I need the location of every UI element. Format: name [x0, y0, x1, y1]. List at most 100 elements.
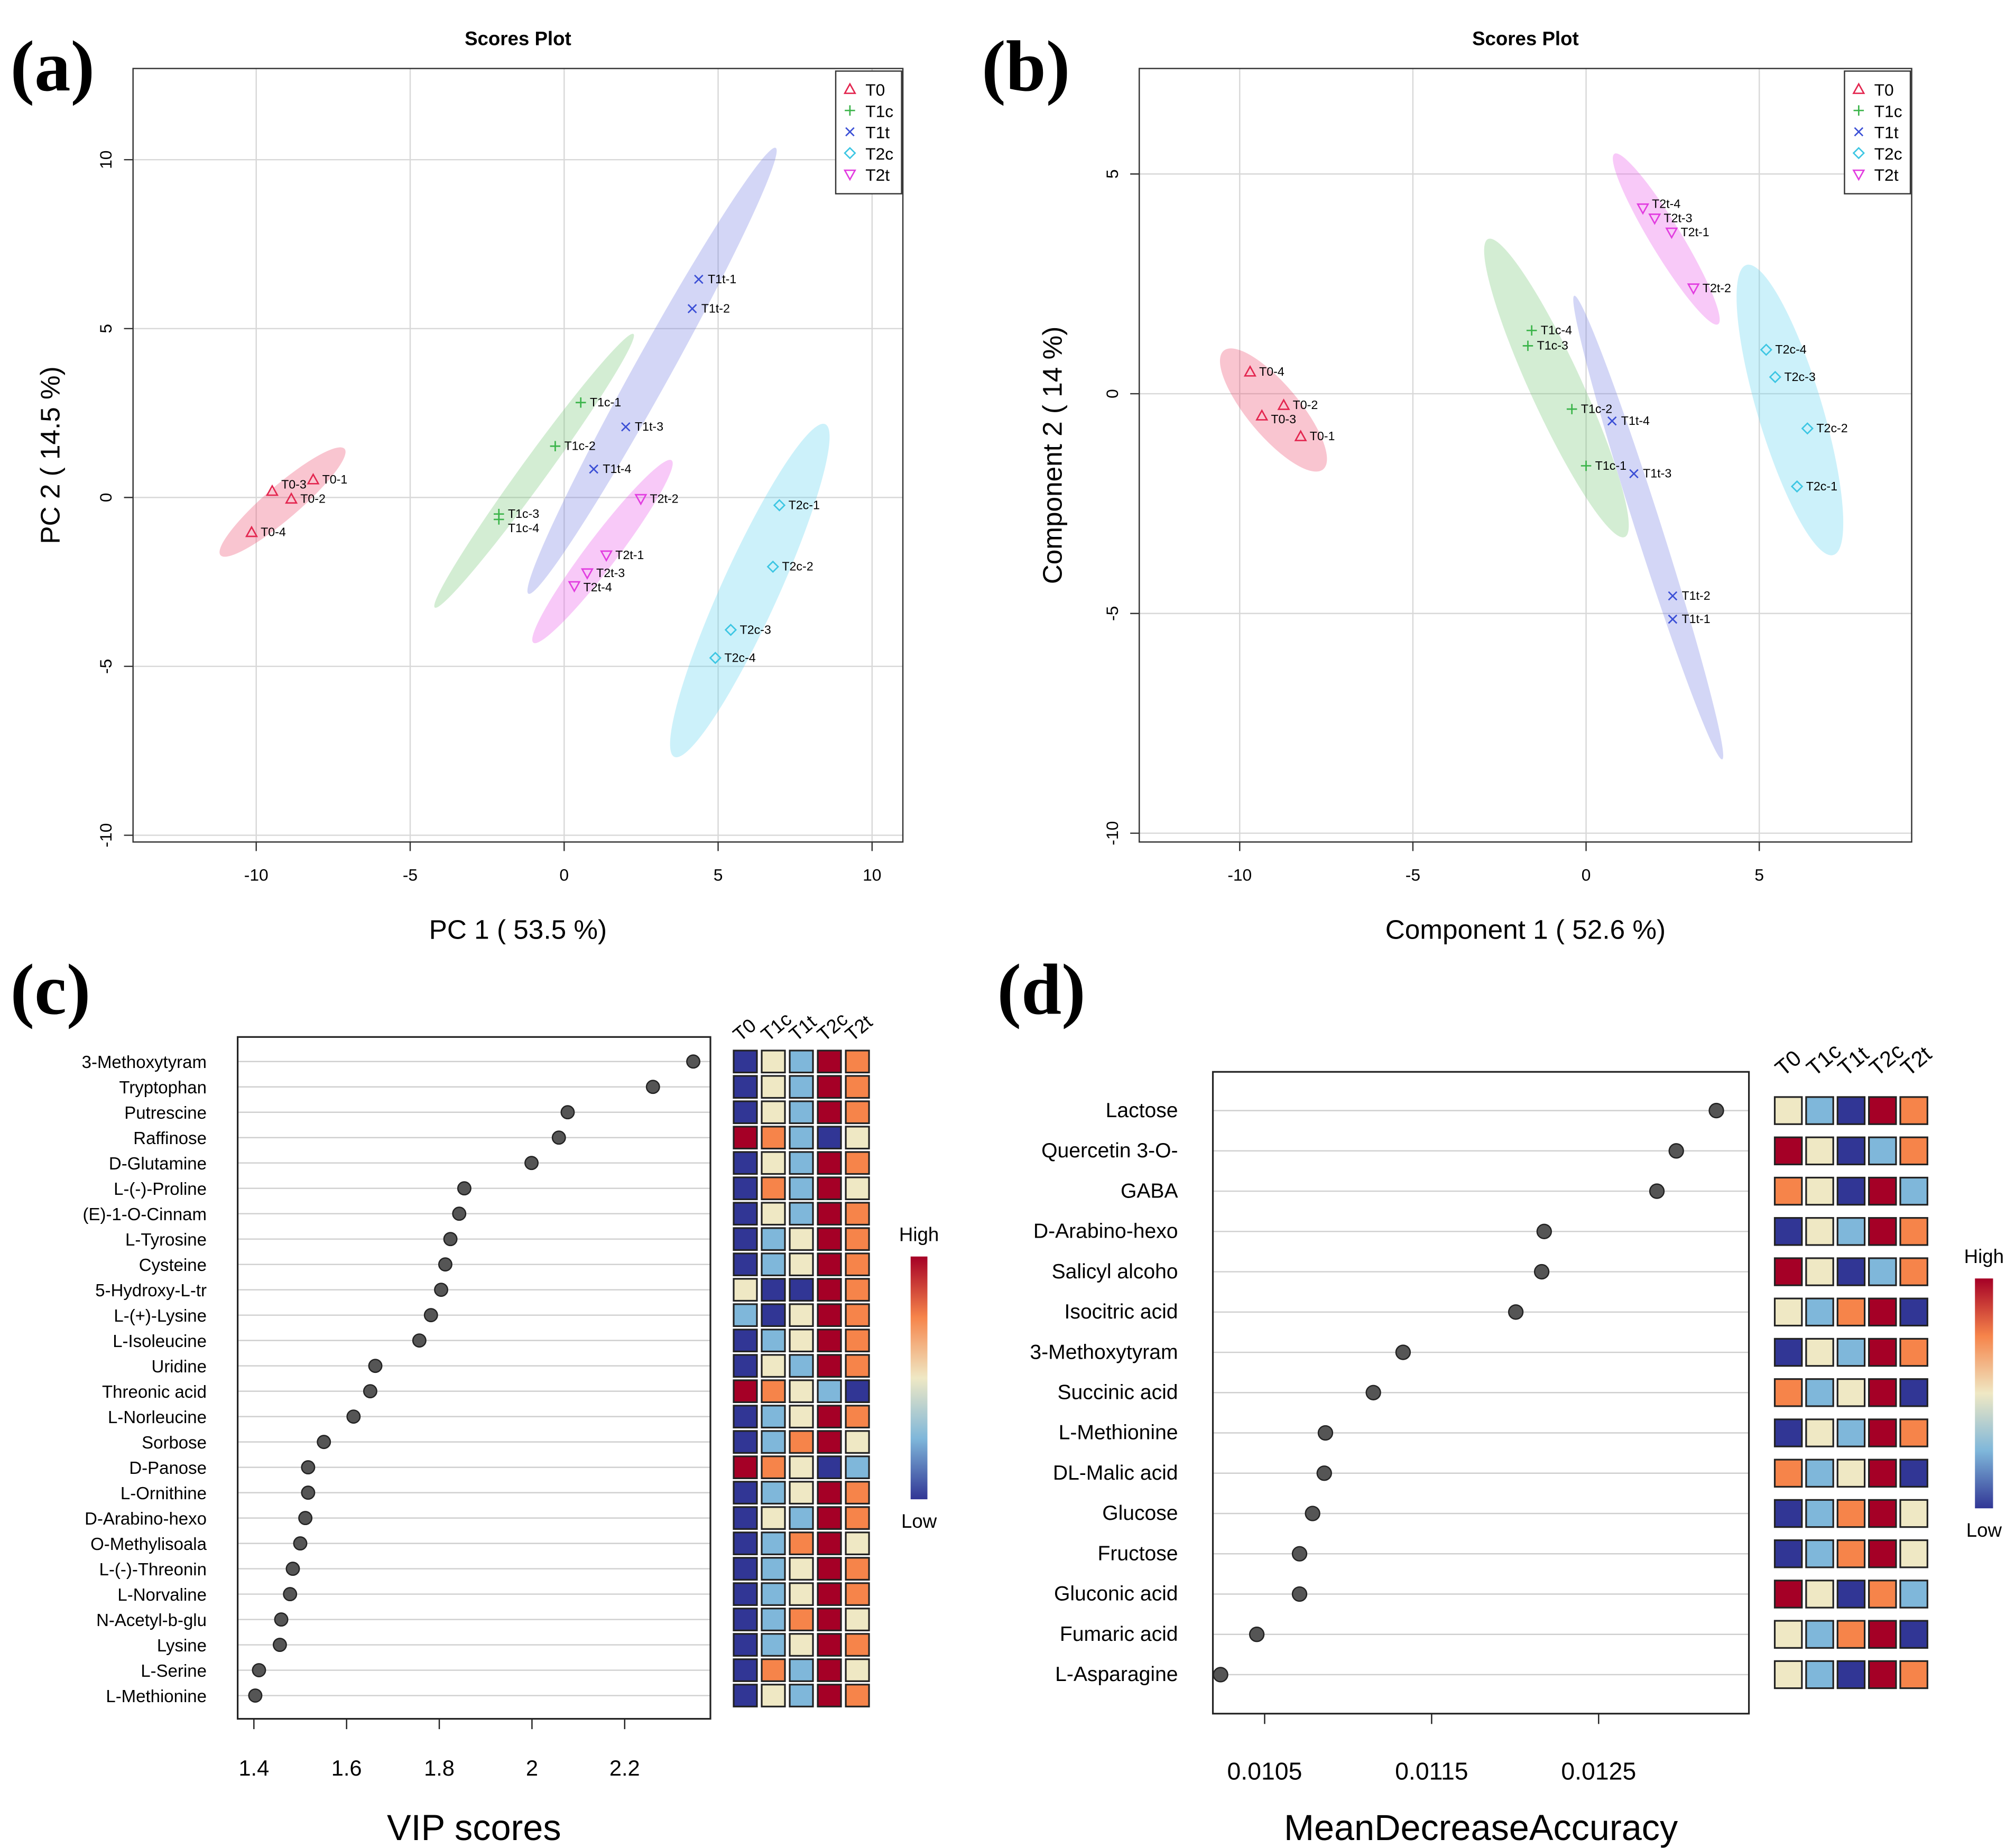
heatmap-cell	[1868, 1378, 1897, 1407]
heatmap-cell	[789, 1608, 814, 1631]
plus-marker	[845, 105, 855, 116]
heatmap-cell	[761, 1633, 786, 1657]
importance-dot	[524, 1156, 539, 1171]
legend-entry: T2c	[1874, 144, 1902, 163]
x-tick-label: 1.4	[238, 1756, 269, 1780]
heatmap-column-label: T2t	[1896, 1041, 1936, 1081]
triangle-up-marker	[1294, 430, 1307, 441]
heatmap-cell	[761, 1126, 786, 1150]
legend-entry: T1c	[1874, 101, 1902, 120]
y-tick-label: 5	[1103, 169, 1122, 179]
legend-entry: T0	[1874, 80, 1894, 99]
heatmap-cell	[1899, 1418, 1928, 1447]
confidence-ellipse-T1t	[1573, 295, 1724, 760]
x-axis-title: VIP scores	[387, 1808, 561, 1848]
x-tick-label: 0	[559, 866, 569, 885]
heatmap-cell	[845, 1506, 870, 1530]
heatmap-cell	[1805, 1539, 1834, 1568]
heatmap-cell	[761, 1684, 786, 1707]
heatmap-cell	[1805, 1660, 1834, 1689]
heatmap-cell	[761, 1151, 786, 1175]
heatmap-cell	[1805, 1297, 1834, 1327]
feature-label: Tryptophan	[119, 1078, 207, 1097]
point-label: T2c-3	[1784, 370, 1815, 384]
y-tick-label: 5	[96, 324, 115, 333]
point-label: T2t-3	[596, 566, 625, 580]
feature-label: Isocitric acid	[1065, 1301, 1178, 1323]
triangle-up-marker	[1255, 409, 1269, 421]
point-label: T2t-4	[584, 580, 612, 594]
heatmap-cell	[1836, 1257, 1866, 1286]
feature-label: Sorbose	[142, 1433, 207, 1452]
heatmap-cell	[789, 1151, 814, 1175]
feature-label: Succinic acid	[1057, 1381, 1178, 1404]
importance-dot	[317, 1435, 331, 1450]
y-tick-label: 0	[1103, 389, 1122, 398]
heatmap-cell	[845, 1430, 870, 1454]
heatmap-cell	[761, 1430, 786, 1454]
point-label: T1t-1	[1681, 612, 1710, 626]
point-label: T1c-1	[1595, 459, 1626, 472]
heatmap-cell	[789, 1303, 814, 1327]
point-label: T1t-3	[635, 420, 663, 433]
heatmap-cell	[761, 1354, 786, 1378]
importance-dot	[1533, 1264, 1550, 1280]
heatmap-cell	[733, 1608, 758, 1631]
confidence-ellipse-T1t	[527, 147, 777, 594]
importance-plot-c: (c) 3-Methoxytyram Tryptophan Putrescine Raf…	[11, 949, 939, 1848]
feature-label: L-(+)-Lysine	[114, 1306, 207, 1325]
heatmap-cell	[1836, 1217, 1866, 1246]
heatmap-column-label: T2t	[841, 1011, 876, 1045]
point-label: T2t-2	[1703, 281, 1731, 295]
heatmap-cell	[789, 1202, 814, 1226]
triangle-down-marker	[1852, 169, 1865, 181]
triangle-down-marker	[843, 169, 856, 181]
heatmap-cell	[789, 1354, 814, 1378]
scores-plot-a: (a) Scores Plot -10 -5 0 5 10 -10 -5 0 5 10 T0-1 T0-2…	[11, 26, 904, 945]
heatmap-cell	[733, 1379, 758, 1403]
diamond-marker	[709, 652, 722, 664]
heatmap-cell	[817, 1531, 842, 1555]
heatmap-cell	[789, 1506, 814, 1530]
heatmap-cell	[1868, 1297, 1897, 1327]
heatmap-cell	[733, 1151, 758, 1175]
x-tick-label: -10	[1227, 866, 1252, 885]
triangle-up-marker	[1243, 365, 1256, 377]
feature-label: (E)-1-O-Cinnam	[83, 1204, 207, 1224]
point-label: T2c-2	[782, 560, 813, 573]
heatmap-cell	[761, 1608, 786, 1631]
heatmap-cell	[817, 1658, 842, 1682]
cross-marker	[621, 422, 631, 432]
importance-dot	[1291, 1586, 1308, 1602]
heatmap-cell	[761, 1531, 786, 1555]
heatmap-cell	[817, 1455, 842, 1479]
heatmap-cell	[733, 1227, 758, 1251]
importance-dot	[1365, 1385, 1381, 1400]
diamond-marker	[1769, 370, 1782, 384]
heatmap-cell	[1773, 1176, 1803, 1206]
heatmap-cell	[733, 1075, 758, 1099]
cross-marker	[687, 304, 697, 313]
triangle-down-marker	[580, 568, 594, 580]
importance-dot	[1668, 1143, 1684, 1159]
heatmap-cell	[1868, 1499, 1897, 1528]
heatmap-cell	[733, 1126, 758, 1150]
heatmap-cell	[733, 1633, 758, 1657]
heatmap-cell	[845, 1582, 870, 1606]
heatmap-cell	[1899, 1539, 1928, 1568]
heatmap-cell	[1773, 1096, 1803, 1125]
heatmap-cell	[1805, 1176, 1834, 1206]
heatmap-cell	[1836, 1660, 1866, 1689]
importance-dot	[298, 1511, 313, 1526]
plot-frame	[1212, 1071, 1750, 1715]
confidence-ellipse-T0	[219, 447, 346, 557]
feature-label: D-Arabino-hexo	[1033, 1220, 1178, 1243]
heatmap-cell	[733, 1481, 758, 1505]
heatmap-cell	[1899, 1176, 1928, 1206]
legend-entry: T0	[865, 80, 885, 99]
heatmap-cell	[817, 1303, 842, 1327]
heatmap-cell	[789, 1075, 814, 1099]
heatmap-cell	[789, 1050, 814, 1074]
feature-label: 5-Hydroxy-L-tr	[95, 1280, 207, 1300]
heatmap-cell	[817, 1050, 842, 1074]
